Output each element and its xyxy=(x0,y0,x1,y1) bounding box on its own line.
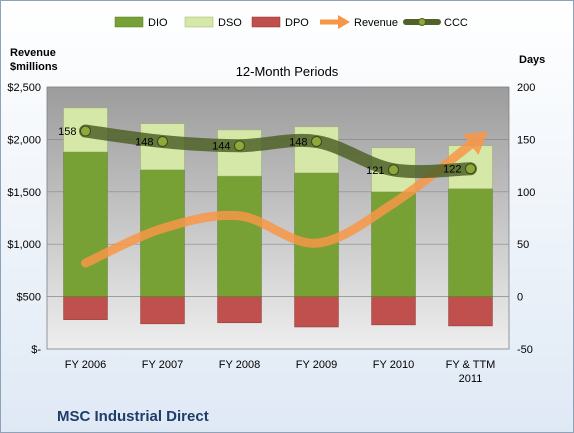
ccc-point xyxy=(234,140,245,152)
left-tick-label: $2,500 xyxy=(7,82,41,94)
ccc-data-label: 158 xyxy=(58,126,76,138)
left-tick-label: $1,000 xyxy=(7,239,41,251)
dpo-bar xyxy=(448,296,493,327)
left-tick-label: $500 xyxy=(17,292,41,304)
ccc-data-label: 148 xyxy=(135,136,153,148)
ccc-line xyxy=(79,124,477,179)
right-tick-label: 150 xyxy=(517,134,535,146)
right-axis-title: Days xyxy=(519,54,545,66)
right-tick-label: -50 xyxy=(517,344,533,356)
ccc-point xyxy=(80,125,91,137)
legend-label-revenue: Revenue xyxy=(354,17,398,29)
x-tick-label: FY 2006 xyxy=(65,359,106,371)
dio-bar xyxy=(448,188,493,297)
dso-bar xyxy=(217,129,262,177)
dpo-bar xyxy=(140,296,185,325)
legend-label-dpo: DPO xyxy=(285,17,309,29)
legend-swatch-revenue xyxy=(320,15,350,29)
chart-legend: DIO DSO DPO Revenue CCC xyxy=(114,15,468,29)
ccc-point xyxy=(311,135,322,147)
x-tick-label: FY & TTM xyxy=(446,359,496,371)
legend-swatch-dio xyxy=(114,16,144,28)
dio-bar xyxy=(63,151,108,297)
ccc-data-label: 144 xyxy=(212,141,230,153)
left-tick-label: $- xyxy=(31,344,41,356)
ccc-point xyxy=(388,164,399,176)
dpo-bar xyxy=(217,296,262,324)
left-tick-label: $2,000 xyxy=(7,134,41,146)
x-tick-label: FY 2007 xyxy=(142,359,183,371)
dpo-bar xyxy=(63,296,108,320)
legend-label-ccc: CCC xyxy=(444,17,468,29)
revenue-arrowhead xyxy=(462,131,488,155)
right-tick-label: 100 xyxy=(517,187,535,199)
dpo-bar xyxy=(371,296,416,326)
ccc-data-label: 122 xyxy=(443,164,461,176)
legend-label-dio: DIO xyxy=(148,17,168,29)
chart-subtitle: 12-Month Periods xyxy=(236,64,339,79)
right-tick-label: 0 xyxy=(517,292,523,304)
revenue-line xyxy=(81,140,475,268)
ccc-point xyxy=(157,135,168,147)
left-axis-title-line2: $millions xyxy=(10,61,58,73)
x-tick-label: 2011 xyxy=(459,373,483,385)
right-tick-label: 200 xyxy=(517,82,535,94)
left-tick-label: $1,500 xyxy=(7,187,41,199)
legend-label-dso: DSO xyxy=(218,17,242,29)
dio-bar xyxy=(217,175,262,297)
x-tick-label: FY 2009 xyxy=(296,359,337,371)
x-tick-label: FY 2008 xyxy=(219,359,260,371)
plot-area xyxy=(46,86,510,350)
legend-swatch-ccc xyxy=(403,18,441,26)
ccc-point xyxy=(465,163,476,175)
legend-swatch-dso xyxy=(184,16,214,28)
company-name: MSC Industrial Direct xyxy=(57,408,209,425)
left-axis-title-line1: Revenue xyxy=(10,47,56,59)
ccc-data-label: 121 xyxy=(366,165,384,177)
right-tick-label: 50 xyxy=(517,239,529,251)
x-tick-label: FY 2010 xyxy=(373,359,414,371)
dpo-bar xyxy=(294,296,339,328)
legend-swatch-dpo xyxy=(251,16,281,28)
dio-bar xyxy=(294,172,339,297)
ccc-data-label: 148 xyxy=(289,136,307,148)
